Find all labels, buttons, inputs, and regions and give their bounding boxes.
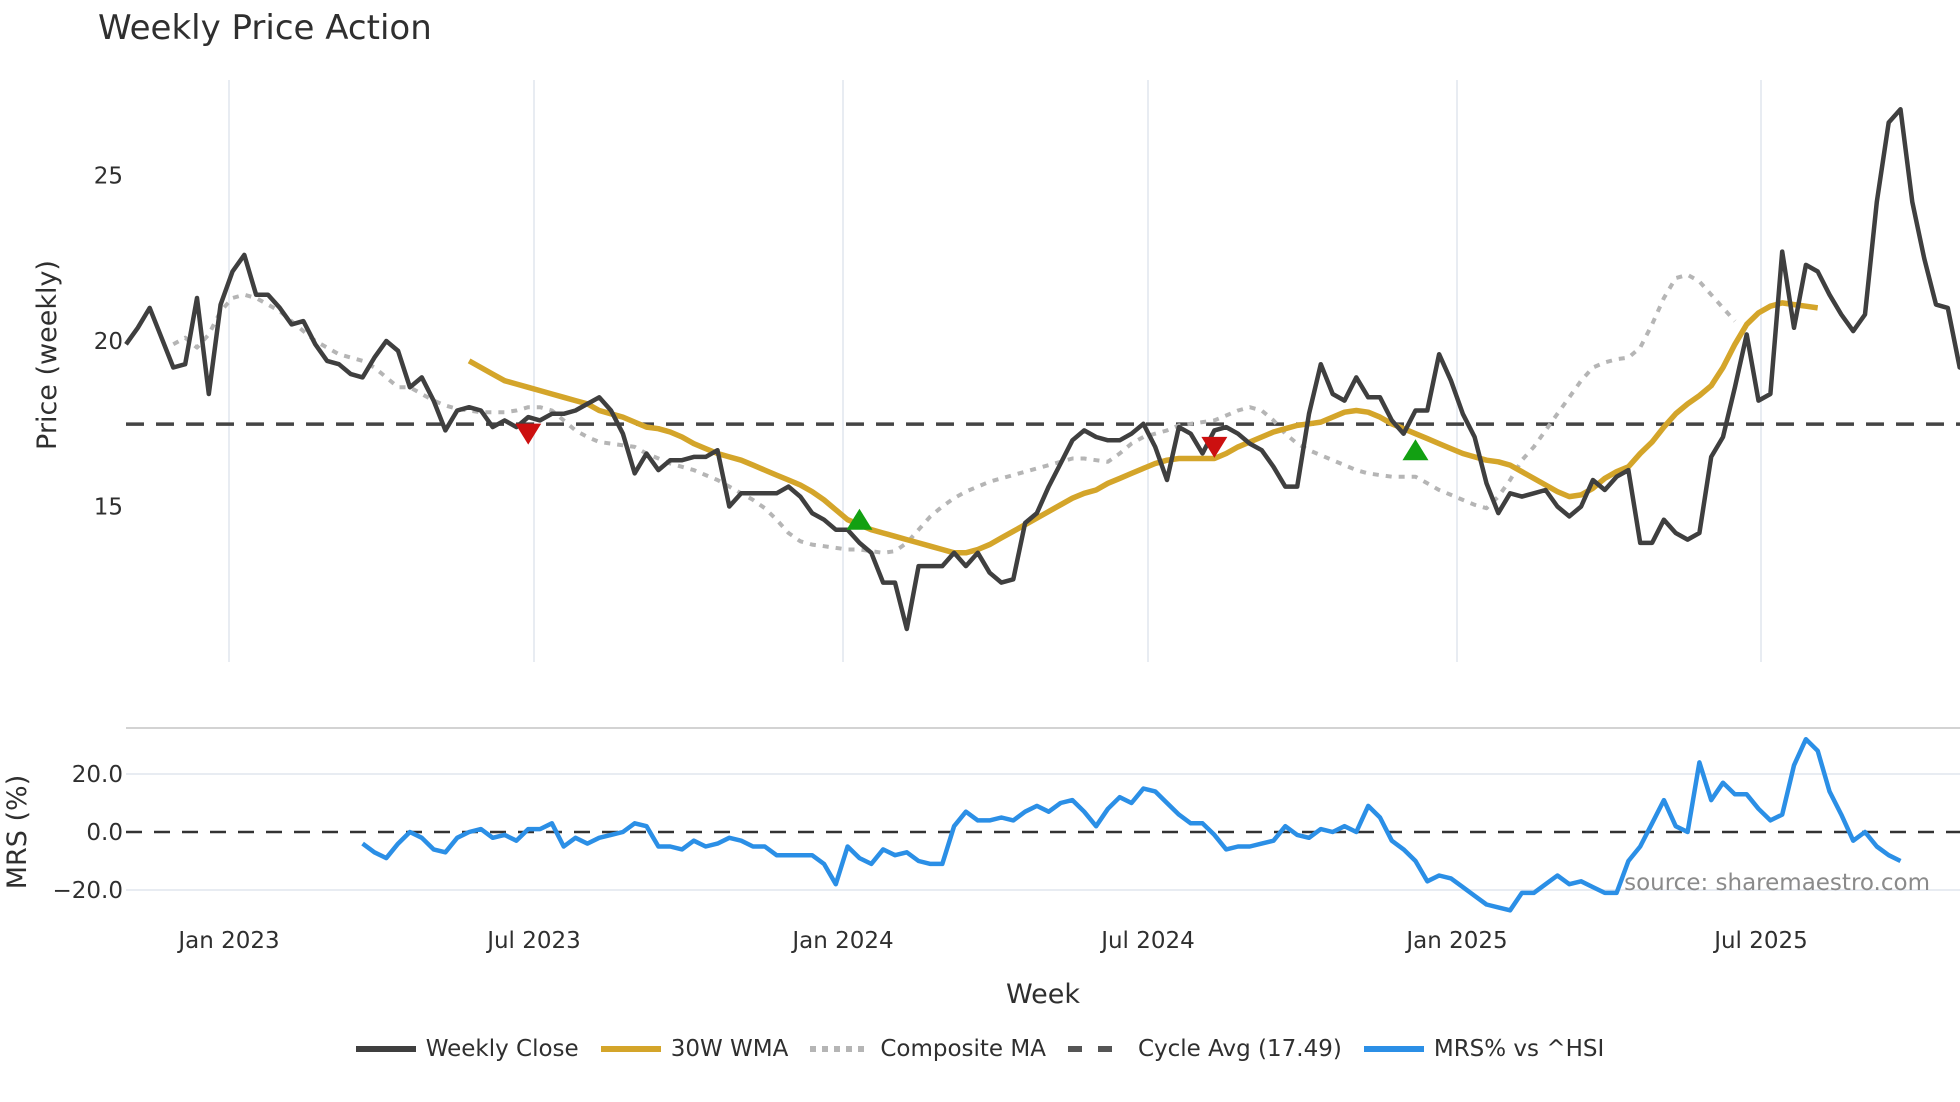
price-y-axis: 25 20 15 [94, 164, 123, 521]
x-axis-label: Week [1006, 979, 1080, 1010]
legend-swatch-icon [810, 1046, 871, 1052]
composite-ma-line [172, 272, 1737, 555]
x-tick-label: Jan 2023 [176, 928, 279, 954]
y-tick-label: 20 [94, 329, 123, 355]
legend-item[interactable]: Composite MA [810, 1036, 1046, 1062]
signal-markers [515, 423, 1429, 530]
price-y-axis-label: Price (weekly) [32, 260, 63, 450]
legend-item[interactable]: Weekly Close [355, 1036, 579, 1062]
x-tick-label: Jul 2023 [485, 928, 581, 954]
mrs-gridlines [126, 773, 1960, 891]
x-tick-label: Jul 2024 [1099, 928, 1195, 954]
buy-signal-marker [1402, 439, 1429, 461]
mrs-y-axis: 20.0 0.0 −20.0 [53, 762, 123, 904]
legend-item[interactable]: 30W WMA [600, 1036, 789, 1062]
legend-swatch-icon [600, 1046, 661, 1052]
legend-label: Composite MA [880, 1036, 1046, 1062]
x-tick-label: Jul 2025 [1712, 928, 1808, 954]
mrs-tick-label: −20.0 [53, 878, 123, 904]
legend-swatch-icon [355, 1046, 416, 1052]
legend-label: Weekly Close [425, 1036, 579, 1062]
weekly-close-line [124, 107, 1960, 632]
buy-signal-marker [846, 508, 873, 530]
sell-signal-marker [1201, 436, 1228, 458]
mrs-tick-label: 20.0 [72, 762, 123, 788]
source-note: source: sharemaestro.com [1624, 870, 1930, 896]
mrs-tick-label: 0.0 [86, 820, 123, 846]
legend-label: Cycle Avg (17.49) [1137, 1036, 1342, 1062]
x-tick-label: Jan 2025 [1404, 928, 1507, 954]
legend-swatch-icon [1067, 1046, 1128, 1052]
legend-label: 30W WMA [670, 1036, 789, 1062]
legend-item[interactable]: Cycle Avg (17.49) [1067, 1036, 1342, 1062]
legend: Weekly Close 30W WMA Composite MA Cycle Avg… [0, 1036, 1960, 1062]
legend-label: MRS% vs ^HSI [1433, 1036, 1605, 1062]
mrs-line [361, 736, 1902, 913]
x-axis: Jan 2023 Jul 2023 Jan 2024 Jul 2024 Jan 2025… [176, 928, 1807, 954]
y-tick-label: 25 [94, 164, 123, 190]
sell-signal-marker [515, 423, 542, 445]
x-tick-label: Jan 2024 [790, 928, 893, 954]
legend-item[interactable]: MRS% vs ^HSI [1363, 1036, 1605, 1062]
wma-30w-line [467, 300, 1819, 556]
mrs-y-axis-label: MRS (%) [2, 775, 33, 890]
legend-swatch-icon [1363, 1046, 1424, 1052]
gridlines [228, 80, 1762, 662]
y-tick-label: 15 [94, 495, 123, 521]
chart-title: Weekly Price Action [98, 8, 432, 48]
